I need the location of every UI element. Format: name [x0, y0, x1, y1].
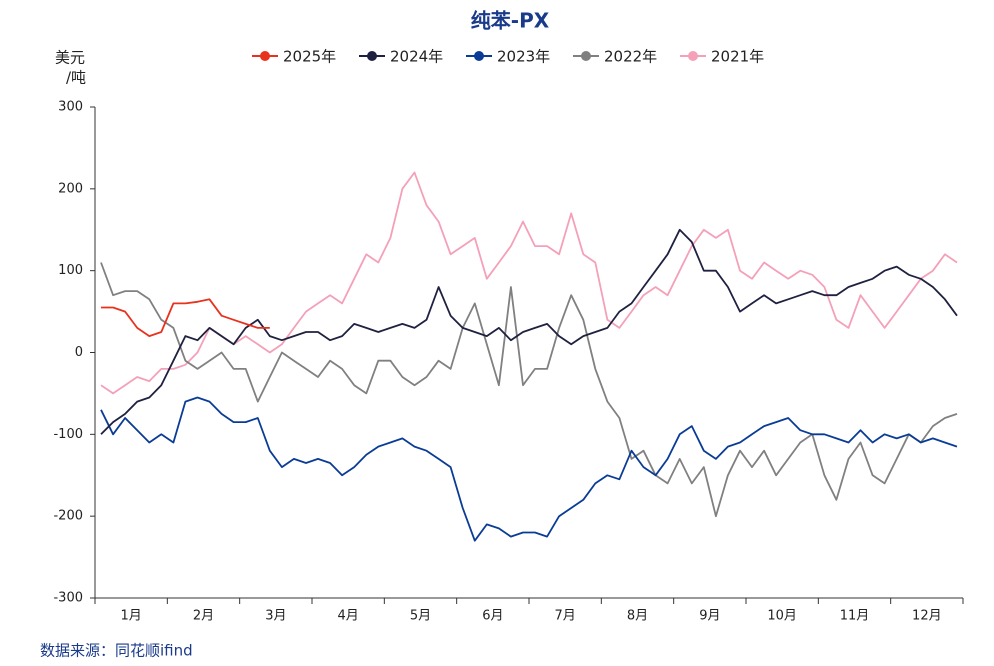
x-tick-label: 10月: [767, 609, 797, 624]
series-line: [101, 298, 270, 337]
y-tick-label: -200: [53, 509, 83, 524]
chart-title: 纯苯-PX: [471, 9, 550, 33]
x-tick-label: 12月: [912, 609, 942, 624]
series-line: [100, 228, 958, 435]
x-tick-label: 3月: [265, 609, 286, 624]
legend-label: 2021年: [711, 48, 764, 66]
x-tick-label: 1月: [121, 609, 142, 624]
x-tick-label: 4月: [338, 609, 359, 624]
legend-label: 2023年: [497, 48, 550, 66]
legend-marker: [474, 51, 484, 61]
x-tick-label: 8月: [627, 609, 648, 624]
legend-marker: [688, 51, 698, 61]
legend-label: 2022年: [604, 48, 657, 66]
series-line: [100, 262, 958, 518]
series-line: [100, 396, 958, 542]
legend-label: 2025年: [283, 48, 336, 66]
y-tick-label: 0: [75, 345, 83, 360]
y-tick-label: -300: [53, 591, 83, 606]
legend-marker: [367, 51, 377, 61]
y-axis-label: /吨: [66, 69, 86, 87]
x-tick-label: 9月: [699, 609, 720, 624]
y-axis-label: 美元: [55, 49, 85, 67]
x-tick-label: 5月: [410, 609, 431, 624]
y-tick-label: 300: [58, 100, 83, 115]
x-tick-label: 7月: [555, 609, 576, 624]
legend-marker: [260, 51, 270, 61]
legend-label: 2024年: [390, 48, 443, 66]
x-tick-label: 6月: [482, 609, 503, 624]
y-tick-label: -100: [53, 427, 83, 442]
series-line: [100, 171, 958, 395]
source-note: 数据来源：同花顺ifind: [40, 642, 193, 660]
y-tick-label: 100: [58, 263, 83, 278]
y-tick-label: 200: [58, 181, 83, 196]
legend-marker: [581, 51, 591, 61]
x-tick-label: 11月: [840, 609, 870, 624]
x-tick-label: 2月: [193, 609, 214, 624]
